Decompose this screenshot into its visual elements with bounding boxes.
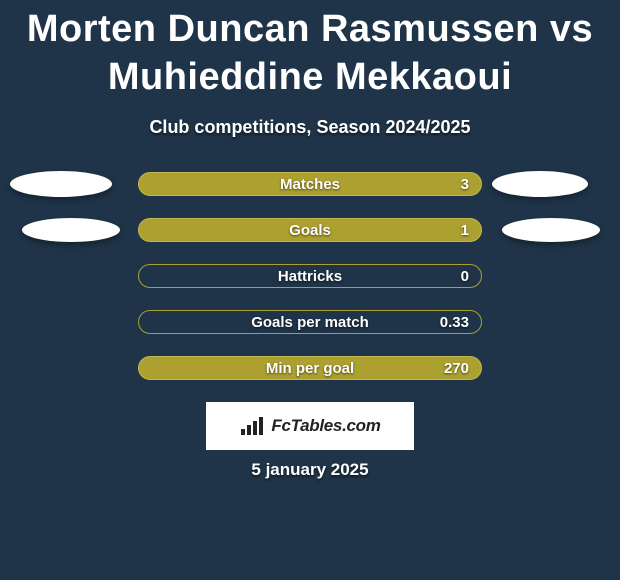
stat-pill: Hattricks 0 (138, 264, 482, 288)
date-label: 5 january 2025 (0, 460, 620, 480)
stat-row: Matches 3 (0, 172, 620, 196)
stat-pill: Goals 1 (138, 218, 482, 242)
stat-pill: Goals per match 0.33 (138, 310, 482, 334)
left-blob (22, 218, 120, 242)
stat-pill: Matches 3 (138, 172, 482, 196)
right-blob (502, 218, 600, 242)
stat-value: 3 (461, 176, 469, 193)
stat-pill: Min per goal 270 (138, 356, 482, 380)
stat-label: Goals (289, 222, 331, 239)
stat-row: Goals 1 (0, 218, 620, 242)
stat-label: Hattricks (278, 268, 342, 285)
brand-badge: FcTables.com (206, 402, 414, 450)
stat-label: Goals per match (251, 314, 369, 331)
stat-row: Hattricks 0 (0, 264, 620, 288)
stat-value: 270 (444, 360, 469, 377)
page-subtitle: Club competitions, Season 2024/2025 (0, 117, 620, 138)
bars-icon (239, 415, 265, 437)
stat-value: 1 (461, 222, 469, 239)
stat-rows: Matches 3 Goals 1 Hattricks 0 Goals per match 0… (0, 172, 620, 380)
stat-label: Min per goal (266, 360, 354, 377)
left-blob (10, 171, 112, 197)
stat-row: Min per goal 270 (0, 356, 620, 380)
brand-text: FcTables.com (271, 416, 380, 436)
stat-value: 0 (461, 268, 469, 285)
comparison-card: Morten Duncan Rasmussen vs Muhieddine Me… (0, 0, 620, 580)
stat-row: Goals per match 0.33 (0, 310, 620, 334)
stat-value: 0.33 (440, 314, 469, 331)
stat-label: Matches (280, 176, 340, 193)
right-blob (492, 171, 588, 197)
page-title: Morten Duncan Rasmussen vs Muhieddine Me… (0, 0, 620, 101)
